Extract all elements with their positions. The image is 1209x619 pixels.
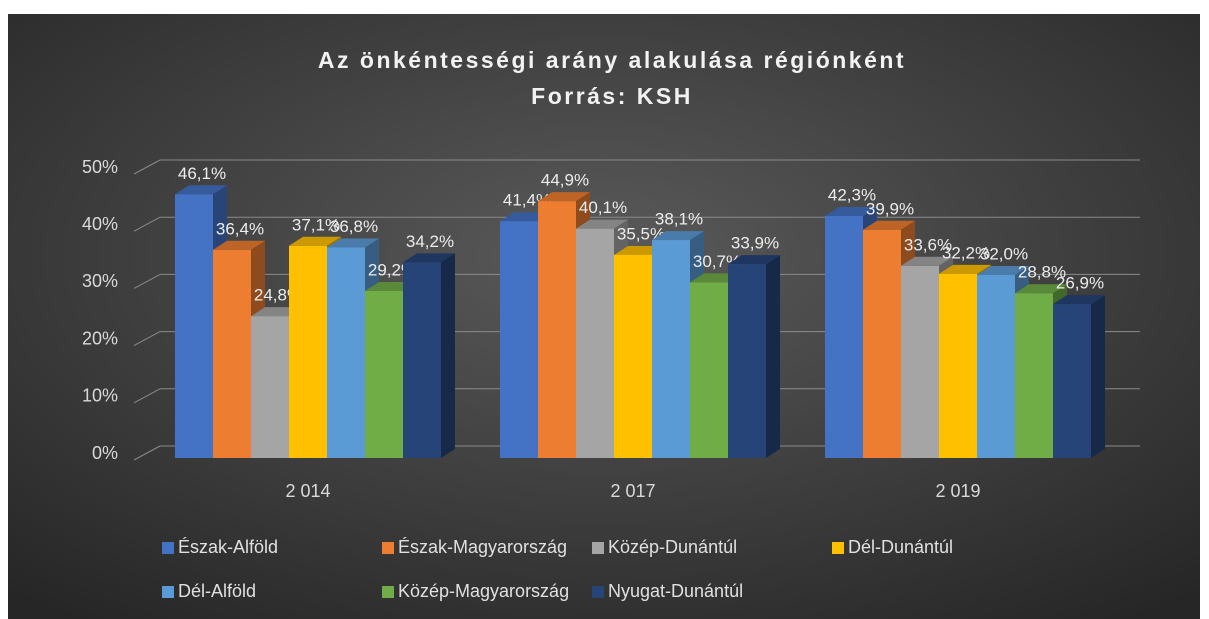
value-label: 36,4% (216, 219, 264, 238)
y-tick-label: 0% (92, 443, 118, 463)
bar-front (576, 228, 614, 458)
legend-label: Dél-Alföld (178, 581, 256, 601)
value-label: 32,2% (942, 243, 990, 262)
value-label: 38,1% (655, 210, 703, 229)
bar (728, 255, 780, 458)
bar-top (652, 231, 704, 241)
bar-top (289, 236, 341, 246)
bar-front (327, 247, 365, 458)
bar-front (175, 194, 213, 459)
value-label: 39,9% (866, 199, 914, 218)
grid-line (133, 445, 161, 461)
y-tick-label: 10% (82, 386, 118, 406)
bar-top (175, 185, 227, 195)
legend-swatch (592, 586, 604, 598)
bar-top (977, 265, 1029, 275)
bar-top (1015, 284, 1067, 294)
x-tick-label: 2 017 (610, 481, 655, 501)
value-label: 40,1% (579, 198, 627, 217)
bar-front (289, 245, 327, 458)
grid-line (133, 216, 161, 232)
bar-front (614, 254, 652, 458)
bar-top (403, 253, 455, 263)
bar-front (863, 229, 901, 458)
bar-top (213, 240, 265, 250)
chart-subtitle: Forrás: KSH (531, 83, 693, 109)
bar-front (939, 273, 977, 458)
legend-label: Dél-Dunántúl (848, 537, 953, 557)
legend-swatch (162, 542, 174, 554)
grid-line (133, 273, 161, 289)
bar-front (213, 249, 251, 458)
bar-front (825, 216, 863, 458)
bar-top (1053, 295, 1105, 305)
legend-swatch (592, 542, 604, 554)
x-tick-label: 2 014 (285, 481, 330, 501)
bar-top (576, 219, 628, 229)
legend-label: Közép-Dunántúl (608, 537, 737, 557)
legend-swatch (382, 542, 394, 554)
bar-side (441, 253, 455, 458)
legend-label: Észak-Magyarország (398, 537, 567, 557)
bar-front (901, 265, 939, 458)
x-tick-label: 2 019 (935, 481, 980, 501)
y-tick-label: 50% (82, 157, 118, 177)
grid-line (133, 159, 161, 175)
y-tick-label: 40% (82, 214, 118, 234)
bar-top (327, 238, 379, 248)
bar-front (728, 264, 766, 458)
bar-side (766, 255, 780, 458)
value-label: 34,2% (406, 232, 454, 251)
bar-front (1053, 304, 1091, 458)
value-label: 36,8% (330, 217, 378, 236)
value-label: 42,3% (828, 186, 876, 205)
bar-side (1091, 295, 1105, 458)
value-label: 44,9% (541, 171, 589, 190)
bar-top (901, 256, 953, 266)
value-label: 33,6% (904, 235, 952, 254)
legend-label: Nyugat-Dunántúl (608, 581, 743, 601)
value-label: 28,8% (1018, 263, 1066, 282)
value-label: 26,9% (1056, 274, 1104, 293)
bar-front (403, 262, 441, 458)
y-tick-label: 20% (82, 328, 118, 348)
bar-top (825, 207, 877, 217)
value-label: 33,9% (731, 234, 779, 253)
bar-front (1015, 293, 1053, 458)
bar-front (251, 316, 289, 458)
grid-line (133, 331, 161, 347)
bar (1053, 295, 1105, 458)
value-label: 46,1% (178, 164, 226, 183)
bar-top (863, 220, 915, 230)
legend-swatch (832, 542, 844, 554)
y-tick-label: 30% (82, 271, 118, 291)
bar-front (977, 274, 1015, 458)
bar-front (500, 221, 538, 458)
value-label: 35,5% (617, 224, 665, 243)
value-label: 37,1% (292, 215, 340, 234)
bar-top (939, 264, 991, 274)
bar-front (365, 290, 403, 458)
legend-label: Közép-Magyarország (398, 581, 569, 601)
value-label: 32,0% (980, 244, 1028, 263)
bar-front (652, 240, 690, 458)
legend-swatch (382, 586, 394, 598)
legend-swatch (162, 586, 174, 598)
bar-front (538, 201, 576, 458)
bar-top (728, 255, 780, 265)
grid-line (133, 388, 161, 404)
legend-label: Észak-Alföld (178, 537, 278, 557)
bar (403, 253, 455, 458)
bar-top (538, 192, 590, 202)
chart-title: Az önkéntességi arány alakulása régiónké… (318, 47, 906, 73)
bar-front (690, 282, 728, 458)
